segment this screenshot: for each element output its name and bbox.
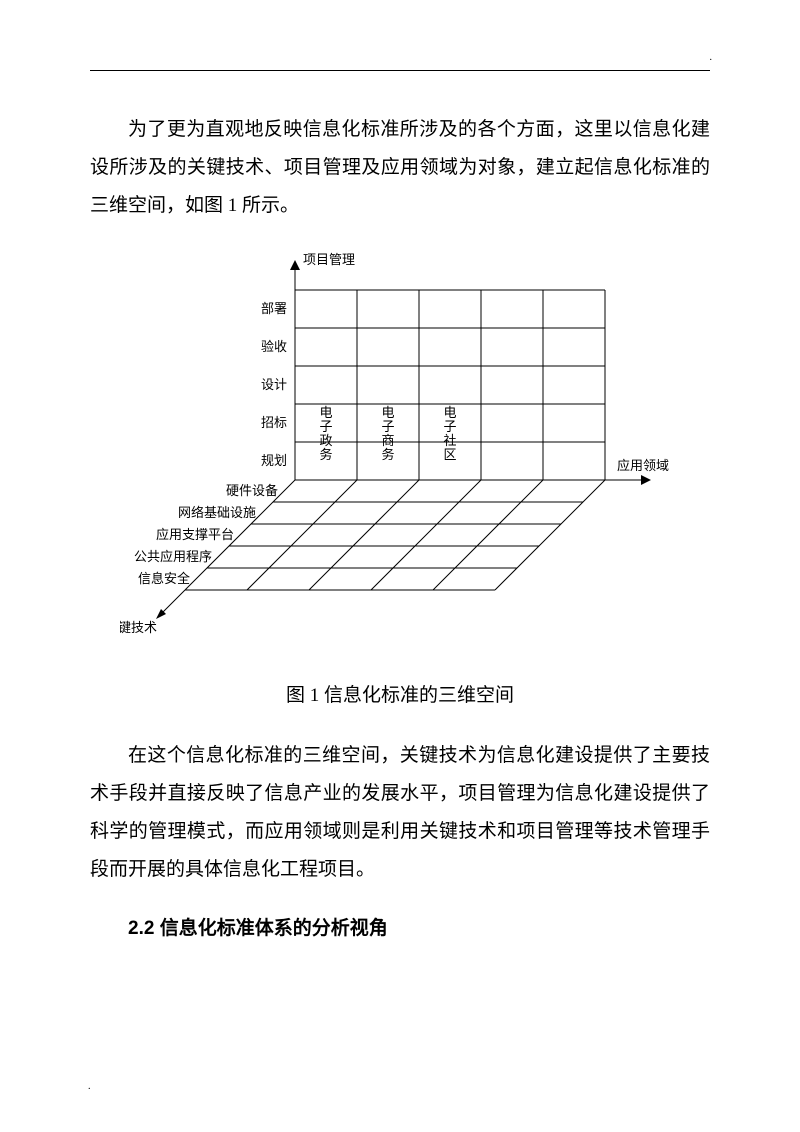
figure-3d-space: 项目管理应用领域 部署验收设计招标规划 电子政务 电子商务 电子社区关键技术 硬件设备网络…	[90, 245, 710, 650]
svg-text:网络基础设施: 网络基础设施	[178, 505, 256, 520]
svg-text:关键技术: 关键技术	[120, 620, 157, 635]
svg-text:验收: 验收	[261, 339, 287, 354]
svg-text:公共应用程序: 公共应用程序	[134, 549, 212, 564]
svg-text:电子社区: 电子社区	[443, 405, 456, 462]
corner-dot-bottom: .	[88, 1081, 91, 1092]
corner-dot: .	[710, 52, 713, 63]
svg-text:电子政务: 电子政务	[319, 405, 332, 462]
svg-text:规划: 规划	[261, 453, 287, 468]
figure-caption: 图 1 信息化标准的三维空间	[90, 680, 710, 707]
section-heading: 2.2 信息化标准体系的分析视角	[90, 913, 710, 940]
explain-paragraph: 在这个信息化标准的三维空间，关键技术为信息化建设提供了主要技术手段并直接反映了信…	[90, 737, 710, 889]
svg-text:设计: 设计	[261, 377, 287, 392]
page: . 为了更为直观地反映信息化标准所涉及的各个方面，这里以信息化建设所涉及的关键技…	[0, 0, 800, 1132]
svg-text:信息安全: 信息安全	[138, 571, 190, 586]
svg-text:硬件设备: 硬件设备	[226, 483, 278, 498]
svg-text:招标: 招标	[261, 415, 287, 430]
svg-text:部署: 部署	[261, 301, 287, 316]
svg-text:项目管理: 项目管理	[303, 252, 355, 267]
top-rule	[90, 70, 710, 71]
intro-paragraph: 为了更为直观地反映信息化标准所涉及的各个方面，这里以信息化建设所涉及的关键技术、…	[90, 111, 710, 225]
svg-text:应用支撑平台: 应用支撑平台	[156, 527, 234, 542]
diagram-svg: 项目管理应用领域 部署验收设计招标规划 电子政务 电子商务 电子社区关键技术 硬件设备网络…	[120, 245, 680, 645]
svg-text:电子商务: 电子商务	[381, 405, 394, 462]
svg-text:应用领域: 应用领域	[617, 458, 669, 473]
